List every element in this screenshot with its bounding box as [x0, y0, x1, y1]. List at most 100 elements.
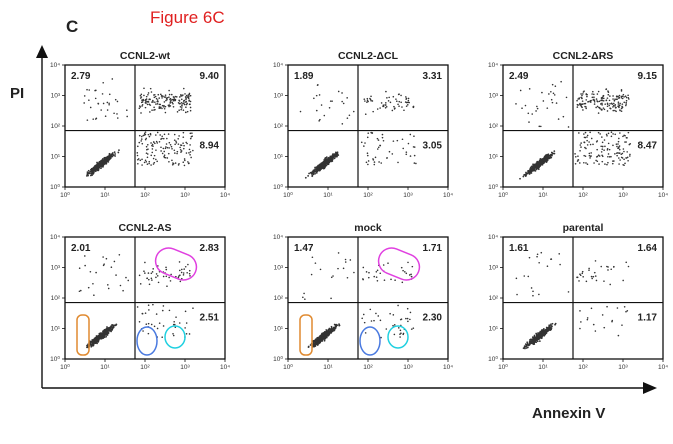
event-dot — [174, 152, 176, 154]
event-dot — [330, 276, 333, 279]
event-dot — [623, 305, 626, 308]
event-dot — [148, 135, 151, 138]
event-dot — [614, 109, 616, 112]
event-dot — [186, 271, 188, 274]
event-dot — [152, 303, 154, 306]
x-tick-label: 10¹ — [100, 364, 110, 371]
event-dot — [144, 101, 147, 104]
event-dot — [189, 137, 192, 140]
event-dot — [182, 136, 185, 138]
event-dot — [540, 335, 543, 338]
event-dot — [178, 99, 180, 102]
event-dot — [527, 343, 530, 346]
event-dot — [151, 151, 154, 154]
y-tick-label: 10³ — [489, 93, 499, 100]
event-dot — [614, 103, 617, 106]
event-dot — [364, 100, 366, 102]
event-dot — [169, 101, 172, 103]
event-dot — [616, 145, 618, 148]
event-dot — [185, 152, 188, 154]
event-dot — [530, 172, 533, 174]
event-dot — [93, 169, 96, 171]
event-dot — [168, 276, 170, 279]
event-dot — [188, 148, 191, 151]
x-tick-label: 10⁰ — [283, 363, 293, 371]
event-dot — [611, 162, 614, 165]
event-dot — [544, 158, 547, 161]
event-dot — [550, 258, 552, 261]
event-dot — [389, 101, 392, 104]
event-dot — [173, 149, 176, 152]
event-dot — [86, 88, 88, 91]
event-dot — [613, 102, 615, 105]
event-dot — [400, 318, 403, 320]
event-dot — [172, 334, 175, 337]
event-dot — [586, 95, 588, 98]
event-dot — [183, 103, 186, 106]
event-dot — [617, 101, 620, 104]
event-dot — [87, 286, 90, 289]
y-tick-label: 10³ — [51, 265, 61, 272]
event-dot — [145, 100, 147, 103]
event-dot — [533, 334, 536, 337]
event-dot — [344, 261, 347, 263]
event-dot — [143, 161, 146, 164]
event-dot — [325, 156, 328, 159]
event-dot — [336, 155, 338, 158]
panel-title: CCNL2-AS — [118, 222, 171, 234]
event-dot — [178, 135, 180, 137]
event-dot — [602, 99, 605, 102]
event-dot — [576, 160, 579, 162]
event-dot — [184, 159, 186, 162]
event-dot — [346, 276, 349, 279]
event-dot — [160, 106, 162, 108]
event-dot — [593, 162, 595, 164]
event-dot — [601, 148, 604, 150]
event-dot — [592, 99, 594, 101]
event-dot — [318, 165, 321, 168]
event-dot — [111, 324, 113, 326]
event-dot — [153, 106, 155, 109]
y-tick-label: 10⁰ — [50, 183, 60, 191]
event-dot — [147, 272, 150, 274]
event-dot — [344, 258, 347, 261]
event-dot — [592, 90, 594, 93]
event-dot — [83, 255, 86, 257]
event-dot — [140, 140, 142, 142]
event-dot — [333, 154, 336, 157]
event-dot — [184, 96, 187, 98]
event-dot — [158, 107, 161, 109]
event-dot — [338, 324, 341, 327]
event-dot — [539, 334, 542, 336]
event-dot — [618, 146, 620, 148]
event-dot — [148, 162, 150, 165]
event-dot — [141, 142, 144, 145]
event-dot — [626, 156, 629, 159]
y-axis-title: PI — [10, 85, 24, 102]
event-dot — [581, 97, 583, 99]
event-dot — [604, 103, 607, 105]
event-dot — [602, 107, 605, 109]
event-dot — [373, 161, 376, 163]
event-dot — [172, 333, 174, 335]
event-dot — [315, 109, 318, 112]
event-dot — [372, 158, 374, 160]
event-dot — [318, 340, 321, 343]
event-dot — [412, 106, 415, 109]
event-dot — [629, 153, 631, 156]
event-dot — [187, 161, 189, 163]
event-dot — [162, 95, 164, 98]
event-dot — [612, 266, 615, 268]
event-dot — [578, 280, 580, 282]
event-dot — [156, 103, 159, 105]
event-dot — [156, 327, 159, 330]
event-dot — [86, 119, 89, 121]
event-dot — [529, 172, 531, 174]
event-dot — [147, 322, 150, 325]
figure-title: Figure 6C — [150, 8, 225, 27]
event-dot — [627, 265, 630, 268]
event-dot — [603, 108, 606, 111]
event-dot — [114, 155, 116, 157]
event-dot — [94, 337, 97, 339]
